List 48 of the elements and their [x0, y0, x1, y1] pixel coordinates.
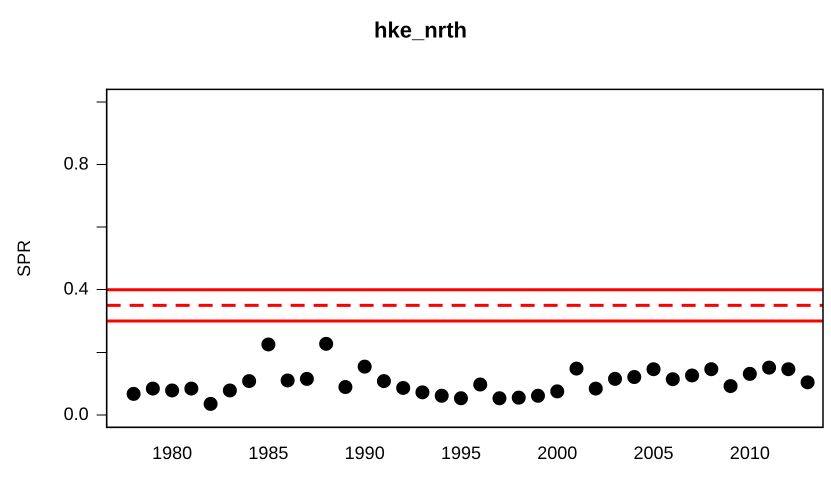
- x-tick-label: 2005: [634, 443, 674, 464]
- point: [742, 366, 757, 381]
- point: [492, 391, 506, 406]
- point: [184, 382, 198, 396]
- point: [146, 382, 160, 396]
- point: [512, 390, 526, 405]
- point: [126, 386, 141, 401]
- point: [724, 379, 738, 394]
- chart-title: hke_nrth: [374, 17, 467, 42]
- point: [627, 370, 642, 384]
- point: [338, 380, 352, 394]
- x-tick-label: 1985: [248, 443, 288, 464]
- point: [530, 388, 545, 403]
- y-axis-title: SPR: [14, 240, 34, 277]
- point: [454, 391, 468, 406]
- point: [376, 374, 391, 388]
- point: [646, 362, 661, 376]
- x-tick-label: 2010: [730, 443, 770, 464]
- point: [222, 383, 237, 398]
- point: [704, 362, 718, 376]
- x-tick-label: 1980: [152, 443, 192, 464]
- point: [762, 360, 776, 375]
- point: [685, 368, 700, 382]
- point: [781, 362, 796, 376]
- point: [242, 374, 256, 388]
- point: [550, 384, 564, 398]
- point: [570, 362, 584, 376]
- point: [396, 380, 410, 395]
- y-tick-label: 0.4: [64, 278, 89, 299]
- point: [608, 372, 622, 386]
- point: [165, 383, 180, 398]
- x-tick-label: 2000: [537, 443, 578, 464]
- point: [261, 337, 276, 352]
- x-tick-label: 1995: [440, 443, 481, 464]
- point: [588, 382, 603, 396]
- y-tick-label: 0.0: [64, 404, 89, 424]
- point: [358, 360, 372, 374]
- point: [415, 385, 430, 400]
- point: [280, 373, 295, 388]
- x-tick-label: 1990: [344, 443, 385, 464]
- y-tick-label: 0.8: [64, 153, 89, 174]
- point: [434, 388, 449, 403]
- point: [300, 372, 314, 386]
- point: [319, 336, 334, 351]
- point: [800, 375, 815, 390]
- point: [473, 378, 488, 392]
- point: [666, 372, 680, 386]
- point: [204, 396, 218, 411]
